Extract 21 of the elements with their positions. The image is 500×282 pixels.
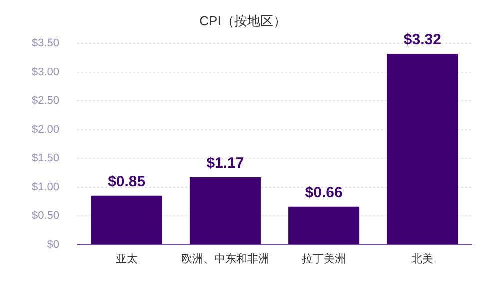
y-tick-label: $1.50 [32, 152, 60, 165]
bar [288, 206, 360, 244]
x-tick-label: 欧洲、中东和非洲 [181, 252, 270, 266]
y-tick-label: $0.50 [32, 210, 60, 222]
x-tick-label: 拉丁美洲 [302, 252, 346, 266]
bar [190, 178, 261, 244]
y-tick-label: $3.00 [32, 66, 60, 78]
y-tick-label: $2.00 [32, 124, 60, 136]
y-tick-label: $1.00 [32, 181, 60, 194]
data-label: $1.17 [206, 155, 244, 172]
data-label: $0.85 [108, 174, 146, 191]
x-tick-label: 亚太 [116, 252, 138, 266]
data-label: $0.66 [305, 184, 343, 202]
bar [91, 196, 162, 244]
chart-title: CPI（按地区） [200, 13, 286, 28]
x-tick-label: 北美 [412, 252, 434, 266]
y-tick-label: $2.50 [32, 95, 60, 108]
bar [387, 54, 458, 244]
y-tick-label: $3.50 [32, 38, 60, 50]
y-tick-label: $0 [47, 238, 60, 251]
data-label: $3.32 [404, 32, 442, 49]
